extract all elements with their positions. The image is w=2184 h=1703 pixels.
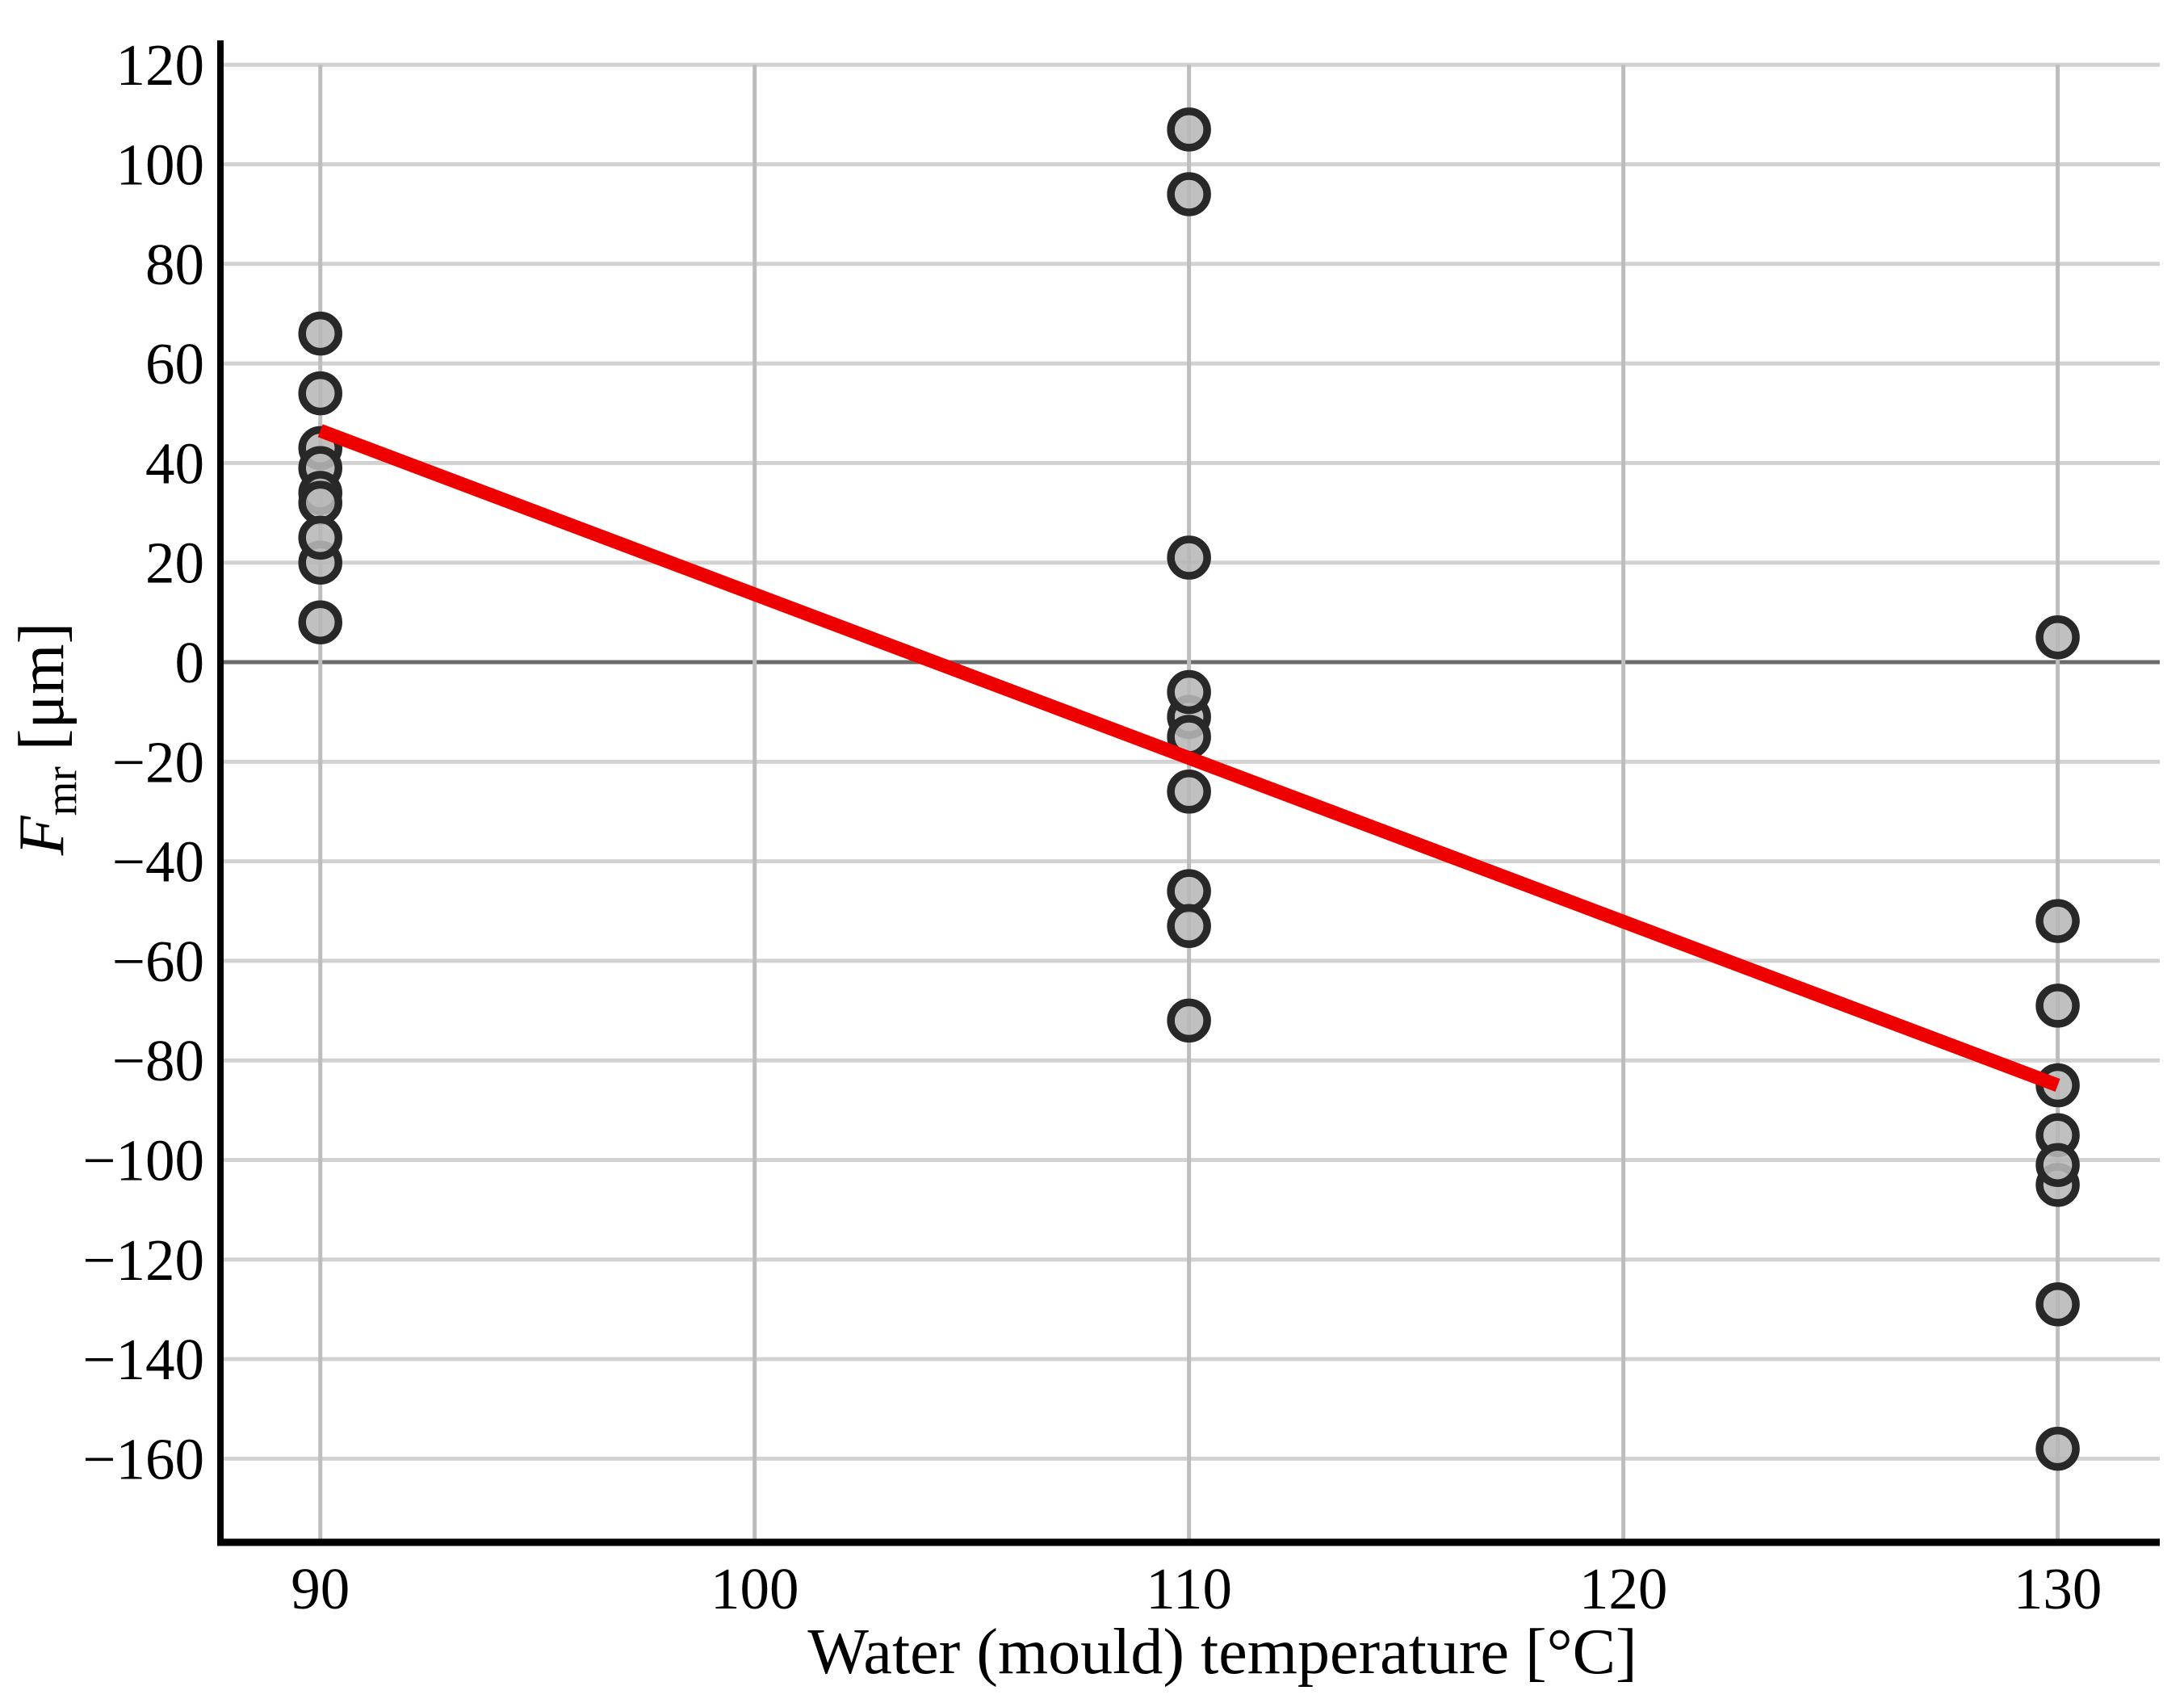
data-point — [2035, 1426, 2080, 1471]
trend-line — [317, 424, 2060, 1093]
y-axis-label: Fmr [μm] — [6, 623, 86, 856]
x-axis-label: Water (mould) temperature [°C] — [807, 1617, 1637, 1688]
y-tick-label: −60 — [112, 929, 204, 994]
data-point — [1167, 904, 1211, 949]
data-point — [298, 371, 342, 416]
data-point — [2035, 1143, 2080, 1187]
data-point — [1167, 172, 1211, 216]
y-tick-label: −40 — [112, 829, 204, 895]
y-tick-label: −80 — [112, 1028, 204, 1093]
data-point — [2035, 615, 2080, 660]
x-tick-label: 110 — [1146, 1556, 1232, 1621]
data-point — [2035, 1282, 2080, 1327]
y-tick-label: 40 — [145, 430, 204, 496]
y-tick-label: 20 — [145, 531, 204, 596]
x-tick-label: 90 — [291, 1556, 350, 1621]
data-point — [1167, 869, 1211, 913]
x-tick-label: 100 — [711, 1556, 799, 1621]
x-tick-label: 120 — [1579, 1556, 1668, 1621]
x-tick-label: 130 — [2014, 1556, 2102, 1621]
data-point — [2035, 984, 2080, 1028]
y-tick-label: −140 — [82, 1327, 204, 1392]
data-point — [1167, 770, 1211, 814]
y-tick-label: 60 — [145, 331, 204, 396]
data-point — [298, 600, 342, 644]
y-tick-label: 100 — [116, 132, 205, 198]
data-point — [1167, 669, 1211, 715]
y-tick-label: −20 — [112, 729, 204, 795]
data-point — [298, 311, 342, 356]
data-point — [1167, 107, 1211, 152]
y-tick-label: −100 — [82, 1128, 204, 1193]
data-point — [298, 480, 342, 525]
y-tick-label: −160 — [82, 1426, 204, 1491]
y-tick-label: 80 — [145, 232, 204, 297]
y-tick-label: 120 — [116, 32, 205, 98]
data-point — [1167, 998, 1211, 1043]
data-point — [1167, 535, 1211, 580]
y-tick-label: 0 — [175, 630, 205, 695]
data-point — [2035, 899, 2080, 943]
y-tick-label: −120 — [82, 1227, 204, 1293]
data-point — [298, 515, 342, 560]
